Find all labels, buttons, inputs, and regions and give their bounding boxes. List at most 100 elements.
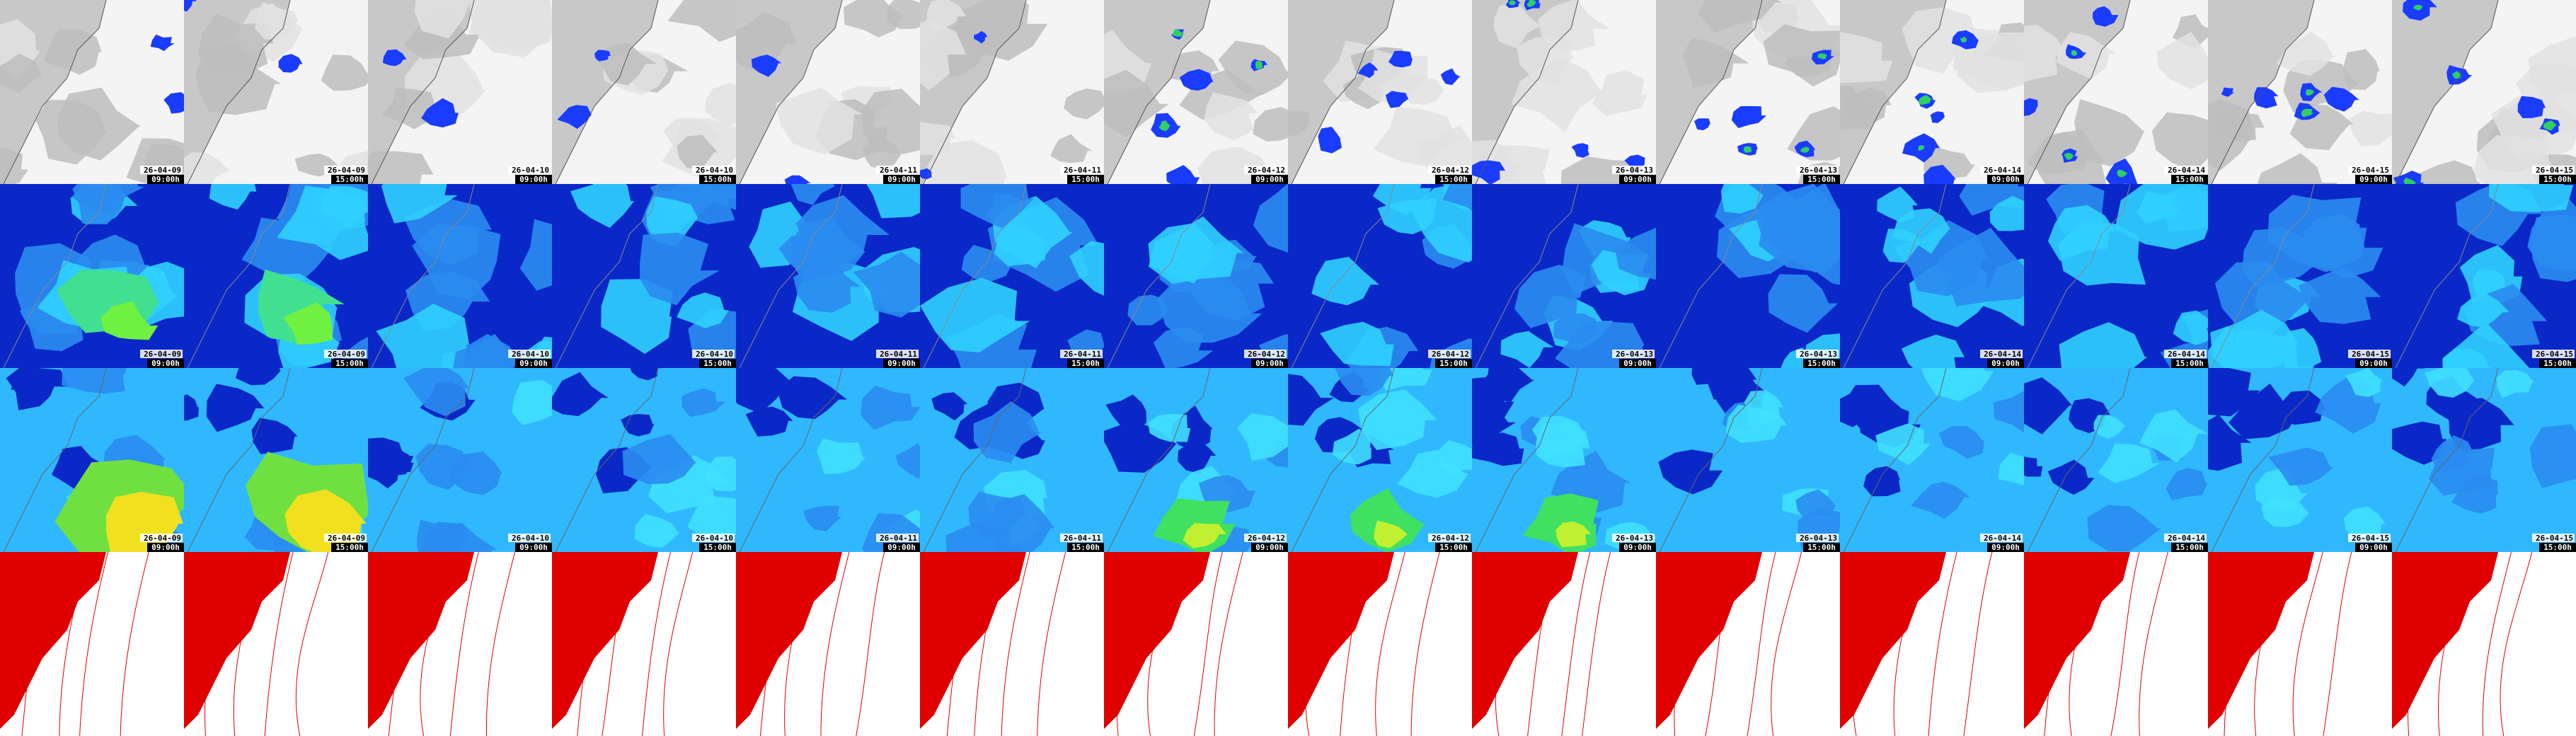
frame-date: 26-04-14 xyxy=(1984,350,2021,359)
field-blob xyxy=(2419,160,2481,184)
label-date-bg xyxy=(1244,350,1287,358)
frame-time: 15:00h xyxy=(703,359,732,368)
label-time-bg xyxy=(883,175,920,184)
label-time-bg xyxy=(2539,543,2576,552)
coastline xyxy=(1659,368,1763,552)
coastline xyxy=(1843,368,1947,552)
isobar xyxy=(59,552,88,736)
field-blob xyxy=(1840,32,1893,84)
label-time-bg xyxy=(699,175,736,184)
isobar xyxy=(1116,552,1147,736)
field-blob xyxy=(421,522,498,552)
frame-date: 26-04-15 xyxy=(2536,166,2573,175)
field-blob xyxy=(557,105,592,130)
isobar xyxy=(2069,552,2100,736)
field-blob xyxy=(704,456,736,492)
field-blob xyxy=(251,418,298,454)
map-tile xyxy=(2392,552,2576,736)
coastline xyxy=(3,0,107,184)
field-blob xyxy=(1253,107,1288,142)
field-blob xyxy=(2139,409,2208,463)
field-blob xyxy=(2515,62,2576,135)
frame-date: 26-04-11 xyxy=(880,166,917,175)
label-date-bg xyxy=(1796,166,1839,174)
land-contours xyxy=(552,552,658,729)
frame-date: 26-04-09 xyxy=(144,166,181,175)
coastline xyxy=(371,0,475,184)
field-blob xyxy=(1817,53,1828,59)
field-blob xyxy=(961,245,1013,282)
field-blob xyxy=(1388,50,1413,68)
coastline xyxy=(1475,368,1579,552)
field-blob xyxy=(861,88,920,154)
map-tile xyxy=(1840,552,2024,736)
label-date-bg xyxy=(2532,350,2575,358)
field-blob xyxy=(1104,69,1169,138)
field-blob xyxy=(278,54,303,73)
isobar xyxy=(602,552,631,736)
isobar xyxy=(485,552,515,736)
frame-time: 09:00h xyxy=(1991,543,2020,552)
coastline xyxy=(1475,0,1579,184)
label-time-bg xyxy=(1067,175,1104,184)
field-blob xyxy=(1494,1,1546,49)
isobar xyxy=(642,552,672,736)
field-blob xyxy=(2214,261,2312,337)
field-blob xyxy=(412,224,501,299)
field-blob xyxy=(2261,496,2309,527)
field-blob xyxy=(376,304,470,368)
field-blob xyxy=(283,302,333,345)
frame-date: 26-04-14 xyxy=(1984,166,2021,175)
label-date-bg xyxy=(1244,166,1287,174)
land-contours xyxy=(0,552,106,729)
field-blob xyxy=(2529,424,2576,488)
label-time-bg xyxy=(331,359,368,368)
isobar xyxy=(1375,552,1405,736)
frame-date: 26-04-09 xyxy=(144,350,181,359)
field-blob xyxy=(594,50,611,62)
frame-time: 15:00h xyxy=(335,359,364,368)
frame-date: 26-04-09 xyxy=(328,534,365,543)
field-blob xyxy=(2092,6,2119,27)
isobar xyxy=(1747,552,1776,736)
field-blob xyxy=(736,368,792,414)
field-blob xyxy=(640,232,720,306)
field-blob xyxy=(1753,184,1840,273)
isobar xyxy=(2110,552,2140,736)
map-tile xyxy=(1288,552,1472,736)
frame-time: 15:00h xyxy=(1071,359,1100,368)
field-blob xyxy=(784,175,811,184)
frame-time: 09:00h xyxy=(887,175,916,184)
field-blob xyxy=(2210,309,2300,368)
land-contours xyxy=(736,552,842,729)
field-blob xyxy=(1397,449,1468,498)
label-time-bg xyxy=(331,175,368,184)
label-time-bg xyxy=(147,543,184,552)
isobar xyxy=(2482,552,2512,736)
field-blob xyxy=(2156,32,2208,90)
isobar xyxy=(1527,552,1557,736)
field-blob xyxy=(1183,523,1226,548)
isobar xyxy=(295,552,329,736)
isobar xyxy=(974,552,1004,736)
field-blob xyxy=(862,137,902,169)
label-time-bg xyxy=(1619,543,1656,552)
field-blob xyxy=(1743,146,1752,153)
field-blob xyxy=(1937,228,2024,306)
frame-date: 26-04-10 xyxy=(512,350,549,359)
coastline xyxy=(2395,368,2499,552)
land-contours xyxy=(184,552,290,729)
frame-time: 15:00h xyxy=(1439,359,1468,368)
field-blob xyxy=(415,444,476,490)
field-blob xyxy=(57,87,142,161)
field-blob xyxy=(368,151,434,184)
frame-time: 09:00h xyxy=(2359,359,2388,368)
